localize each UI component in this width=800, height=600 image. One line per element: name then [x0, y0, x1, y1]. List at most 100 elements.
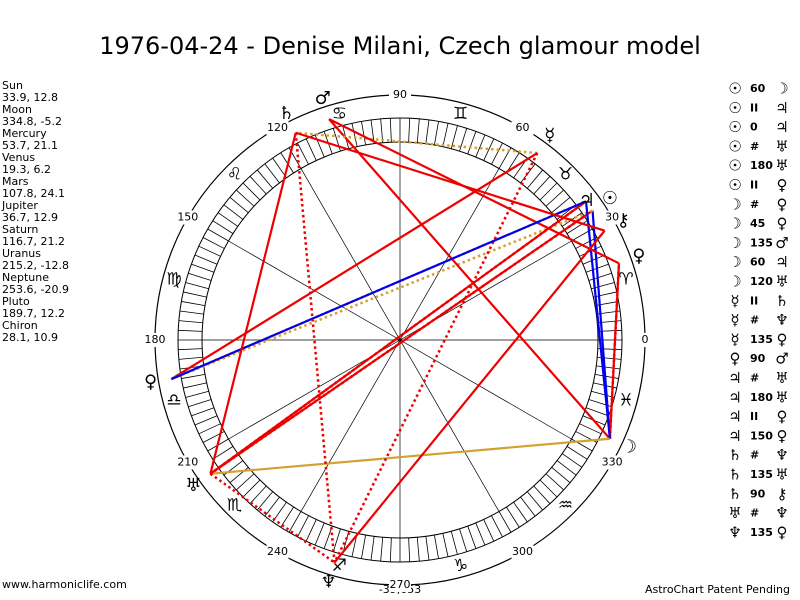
- aspect-planet: ☉: [728, 176, 741, 194]
- aspect-planet: ♀: [777, 176, 788, 194]
- aspect-type: 60: [750, 82, 766, 95]
- hatch-mark: [467, 131, 477, 155]
- hatch-mark: [526, 491, 544, 511]
- hatch-mark: [297, 142, 309, 165]
- aspect-type: 135: [750, 333, 773, 346]
- planet-position: 116.7, 21.2: [2, 235, 65, 248]
- planet-glyph: ☉: [602, 188, 618, 209]
- aspect-planet: ♅: [775, 388, 788, 406]
- hatch-mark: [416, 537, 420, 562]
- aspect-planet: ☽: [775, 80, 788, 98]
- hatch-mark: [491, 142, 503, 165]
- aspect-line: [328, 118, 611, 440]
- sign-glyph: ♌: [227, 165, 242, 185]
- aspect-planet: ♃: [728, 427, 741, 445]
- chart-title: 1976-04-24 - Denise Milani, Czech glamou…: [99, 32, 701, 60]
- degree-label-bg: [266, 545, 289, 560]
- hatch-mark: [425, 119, 430, 144]
- aspect-planet: ☽: [728, 195, 741, 213]
- degree-label-bg: [176, 210, 199, 225]
- hatch-mark: [591, 390, 615, 398]
- hatch-mark: [561, 453, 583, 468]
- degree-label-bg: [389, 88, 411, 102]
- aspect-planet: ♀: [730, 350, 741, 368]
- aspect-planet: ☽: [728, 253, 741, 271]
- degree-label-bg: [176, 455, 199, 470]
- aspect-line: [333, 230, 606, 564]
- aspect-type: #: [750, 314, 759, 327]
- division-line: [228, 240, 572, 440]
- aspect-line: [170, 152, 538, 381]
- hatch-mark: [188, 272, 212, 281]
- sign-glyph: ♓: [618, 391, 633, 411]
- aspect-planet: ♀: [777, 215, 788, 233]
- aspect-type: II: [750, 179, 758, 192]
- planet-name: Venus: [2, 151, 35, 164]
- aspect-planet: ☿: [730, 330, 739, 348]
- aspect-planet: ♅: [775, 157, 788, 175]
- aspect-planet: ♃: [775, 99, 788, 117]
- hatch-mark: [450, 531, 458, 555]
- degree-label: 0: [642, 333, 649, 346]
- hatch-mark: [361, 534, 367, 559]
- aspect-type: 90: [750, 352, 766, 365]
- hatch-mark: [380, 537, 384, 562]
- aspect-line: [608, 263, 621, 439]
- hatch-mark: [183, 291, 207, 298]
- hatch-mark: [526, 169, 544, 189]
- hatch-mark: [408, 118, 411, 143]
- aspect-line: [295, 131, 538, 155]
- sign-glyph: ♎: [166, 391, 181, 411]
- aspect-type: 120: [750, 275, 773, 288]
- hatch-mark: [351, 123, 358, 147]
- aspect-line: [584, 201, 612, 439]
- hatch-mark: [178, 320, 203, 324]
- planet-position: 107.8, 24.1: [2, 187, 65, 200]
- hatch-mark: [370, 119, 375, 144]
- hatch-mark: [305, 138, 317, 161]
- degree-label-bg: [389, 578, 411, 592]
- planet-position: 215.2, -12.8: [2, 259, 69, 272]
- planet-name: Pluto: [2, 295, 30, 308]
- sign-glyph: ♍: [166, 269, 181, 289]
- planet-position: 53.7, 21.1: [2, 139, 58, 152]
- aspect-planet: ☿: [730, 311, 739, 329]
- hatch-mark: [579, 423, 602, 435]
- hatch-mark: [533, 176, 551, 195]
- aspect-planet: ♄: [728, 446, 741, 464]
- hatch-mark: [498, 511, 512, 533]
- sign-glyph: ♋: [332, 104, 347, 124]
- hatch-mark: [256, 491, 274, 511]
- aspect-planet: ☉: [728, 80, 741, 98]
- planet-glyph: ♂: [315, 88, 331, 109]
- aspect-planet: ♀: [777, 408, 788, 426]
- hatch-mark: [191, 263, 215, 273]
- hatch-mark: [181, 301, 206, 307]
- degree-label: 90: [393, 88, 407, 101]
- hatch-mark: [249, 485, 267, 504]
- aspect-planet: ♄: [775, 292, 788, 310]
- aspect-planet: ☉: [728, 99, 741, 117]
- hatch-mark: [491, 515, 503, 538]
- aspect-planet: ♄: [728, 485, 741, 503]
- aspect-type: 135: [750, 526, 773, 539]
- planet-glyph: ⚷: [617, 210, 630, 231]
- planet-name: Mars: [2, 175, 29, 188]
- aspect-type: II: [750, 101, 758, 114]
- aspect-planet: ♅: [728, 504, 741, 522]
- degree-label: 30: [605, 211, 619, 224]
- planet-name: Moon: [2, 103, 32, 116]
- hatch-mark: [288, 511, 302, 533]
- hatch-mark: [475, 522, 486, 546]
- hatch-mark: [223, 204, 244, 220]
- aspect-planet: ♆: [775, 446, 788, 464]
- planet-name: Jupiter: [1, 199, 38, 212]
- planet-glyph: ♀: [144, 372, 157, 393]
- aspect-type: 90: [750, 487, 766, 500]
- sign-glyph: ♒: [558, 495, 573, 515]
- planet-position: 19.3, 6.2: [2, 163, 51, 176]
- hatch-mark: [236, 189, 255, 207]
- hatch-mark: [545, 473, 564, 491]
- aspect-planet: ♅: [775, 369, 788, 387]
- hatch-mark: [475, 134, 486, 158]
